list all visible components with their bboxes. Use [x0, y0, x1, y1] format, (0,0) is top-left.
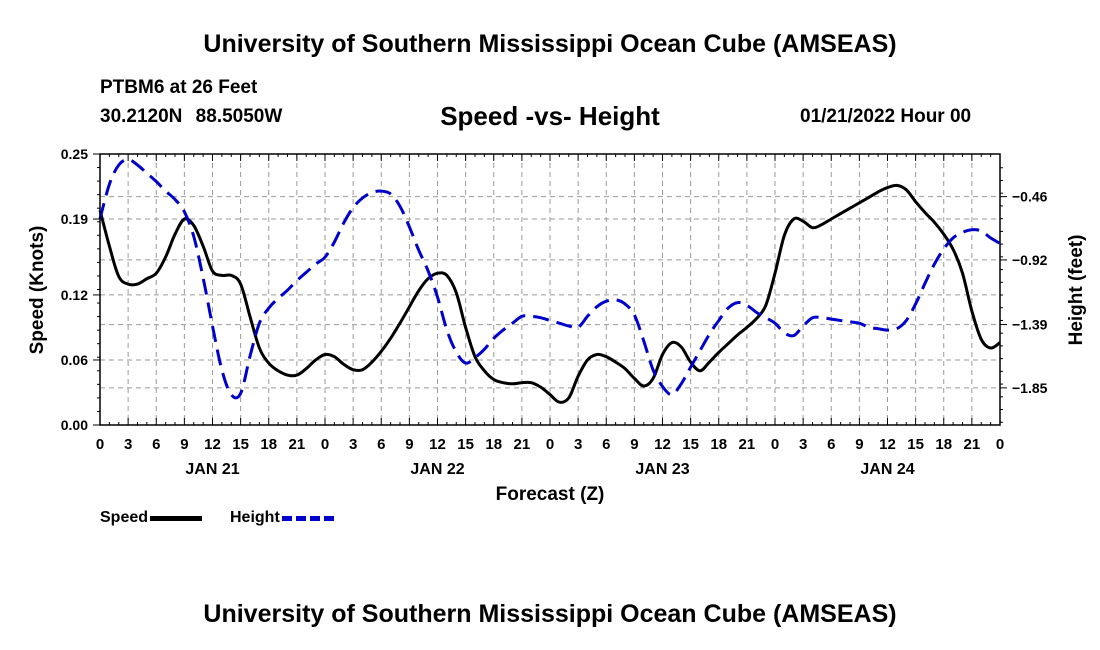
series-layer	[98, 158, 1001, 404]
x-tick-label: 9	[405, 436, 413, 453]
y-tick-label-right: −1.39	[1012, 317, 1048, 333]
x-axis-label: Forecast (Z)	[496, 484, 605, 505]
x-tick-label: 21	[514, 436, 531, 453]
x-tick-label: 0	[996, 436, 1004, 453]
day-label: JAN 21	[185, 461, 239, 478]
forecast-datetime: 01/21/2022 Hour 00	[800, 106, 972, 127]
legend-speed: Speed	[100, 509, 203, 527]
chart-main-title: University of Southern Mississippi Ocean…	[203, 30, 897, 58]
chart-subtitle: Speed -vs- Height	[440, 101, 660, 131]
x-tick-label: 6	[152, 436, 160, 453]
day-label: JAN 23	[635, 461, 689, 478]
y-tick-label-left: 0.25	[61, 146, 88, 162]
x-tick-label: 15	[682, 436, 699, 453]
legend-height-swatch	[281, 515, 334, 521]
legend-speed-swatch	[150, 515, 203, 521]
y-tick-label-left: 0.19	[61, 211, 88, 227]
x-tick-label: 12	[879, 436, 896, 453]
x-tick-label: 9	[630, 436, 638, 453]
legend-speed-label: Speed	[100, 509, 149, 526]
station-coordinates: 30.2120N 88.5050W	[100, 106, 283, 127]
x-tick-label: 3	[574, 436, 582, 453]
speed-series-line	[98, 183, 1001, 404]
x-tick-label: 3	[124, 436, 132, 453]
y-tick-label-right: −0.92	[1012, 252, 1048, 268]
legend-height: Height	[230, 509, 334, 527]
x-tick-label: 3	[349, 436, 357, 453]
x-tick-label: 12	[204, 436, 221, 453]
x-tick-label: 15	[457, 436, 474, 453]
x-tick-label: 15	[907, 436, 924, 453]
x-tick-label: 18	[485, 436, 502, 453]
y-tick-label-right: −1.85	[1012, 380, 1048, 396]
x-tick-label: 6	[602, 436, 610, 453]
axis-layer: 0 3 6 9 12 15 18 21 0 3 6 9 12 15 18 21 0 3 6 9 12 15 18 21 0 3 6 9…	[61, 146, 1048, 478]
x-tick-label: 15	[232, 436, 249, 453]
x-tick-label: 12	[429, 436, 446, 453]
x-tick-label: 9	[855, 436, 863, 453]
chart-area: 0 3 6 9 12 15 18 21 0 3 6 9 12 15 18 21 0 3 6 9 12 15 18 21 0 3 6 9…	[27, 146, 1087, 505]
y-tick-label-left: 0.12	[61, 287, 88, 303]
grid-layer	[100, 154, 1000, 425]
x-tick-label: 21	[964, 436, 981, 453]
x-tick-label: 18	[260, 436, 277, 453]
station-name: PTBM6 at 26 Feet	[100, 77, 258, 98]
day-label: JAN 22	[410, 461, 464, 478]
y-tick-label-right: −0.46	[1012, 189, 1048, 205]
legend-height-label: Height	[230, 509, 280, 526]
y-axis-label-left: Speed (Knots)	[27, 226, 48, 355]
height-series-line	[98, 158, 1001, 400]
x-tick-label: 0	[771, 436, 779, 453]
y-tick-label-left: 0.00	[61, 417, 88, 433]
x-tick-label: 6	[827, 436, 835, 453]
y-tick-label-left: 0.06	[61, 352, 88, 368]
x-tick-label: 21	[289, 436, 306, 453]
x-tick-label: 3	[799, 436, 807, 453]
x-tick-label: 9	[180, 436, 188, 453]
x-tick-label: 18	[935, 436, 952, 453]
x-tick-label: 12	[654, 436, 671, 453]
x-tick-label: 0	[321, 436, 329, 453]
y-axis-label-right: Height (feet)	[1066, 235, 1087, 346]
x-tick-label: 21	[739, 436, 756, 453]
day-label: JAN 24	[860, 461, 914, 478]
x-tick-label: 18	[710, 436, 727, 453]
footer-title: University of Southern Mississippi Ocean…	[203, 600, 897, 628]
x-tick-label: 0	[546, 436, 554, 453]
x-tick-label: 0	[96, 436, 104, 453]
x-tick-label: 6	[377, 436, 385, 453]
